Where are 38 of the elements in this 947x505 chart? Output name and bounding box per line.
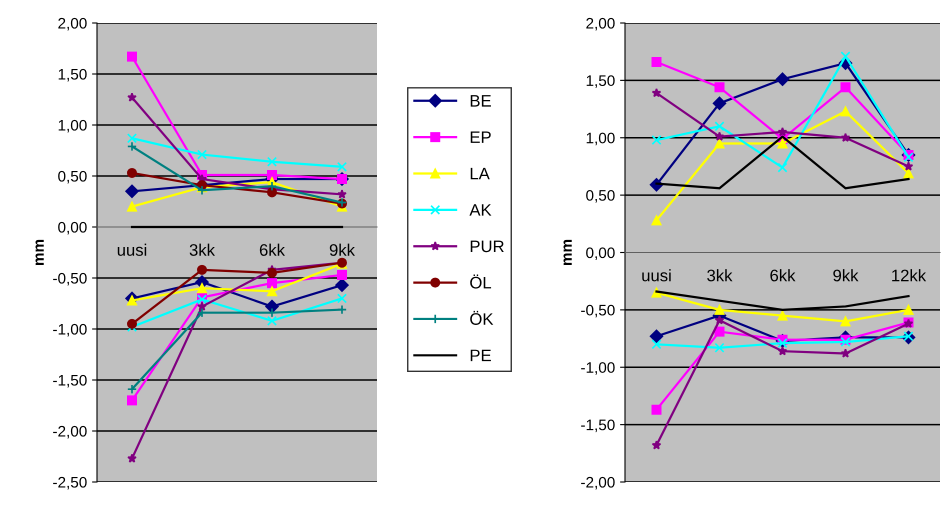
y-tick-label: 1,00 (58, 120, 87, 132)
x-tick-label: 6kk (770, 269, 796, 282)
y-tick-label: -1,50 (53, 374, 87, 388)
legend-label: LA (470, 168, 490, 180)
y-tick-label: -1,00 (53, 324, 87, 336)
legend-label: BE (470, 95, 491, 107)
y-tick-label: 1,00 (586, 132, 615, 146)
y-axis-title: mm (564, 240, 572, 266)
y-tick-label: 0,50 (58, 170, 87, 184)
y-tick-label: 2,00 (58, 18, 87, 30)
y-tick-label: -2,00 (53, 426, 87, 438)
y-axis-title: mm (36, 240, 44, 266)
legend-label: AK (469, 204, 492, 216)
x-tick-label: 3kk (190, 244, 215, 256)
x-tick-label: uusi (642, 269, 671, 282)
y-tick-label: 0,50 (586, 190, 615, 203)
y-tick-label: -0,50 (581, 304, 615, 318)
x-tick-label: 12kk (892, 269, 926, 282)
legend-label: ÖK (470, 310, 494, 325)
y-tick-label: 0,00 (58, 222, 87, 234)
x-tick-label: 3kk (707, 269, 732, 282)
y-tick-label: -1,00 (581, 362, 615, 375)
y-tick-label: -0,50 (53, 272, 87, 286)
x-tick-label: 9kk (330, 244, 355, 256)
legend-label: EP (470, 131, 491, 143)
legend-label: PUR (470, 240, 504, 252)
x-tick-label: 6kk (260, 244, 285, 256)
legend-label: PE (470, 350, 491, 362)
y-tick-label: -2,00 (581, 476, 615, 490)
y-tick-label: 1,50 (586, 75, 615, 88)
y-tick-label: -1,50 (581, 419, 615, 432)
y-tick-label: 2,00 (586, 18, 615, 30)
legend-label: ÖL (470, 274, 492, 289)
y-tick-label: -2,50 (53, 476, 87, 490)
x-tick-label: 9kk (833, 269, 858, 282)
y-tick-label: 1,50 (58, 68, 87, 82)
y-tick-label: 0,00 (586, 247, 615, 260)
x-tick-label: uusi (118, 244, 146, 256)
